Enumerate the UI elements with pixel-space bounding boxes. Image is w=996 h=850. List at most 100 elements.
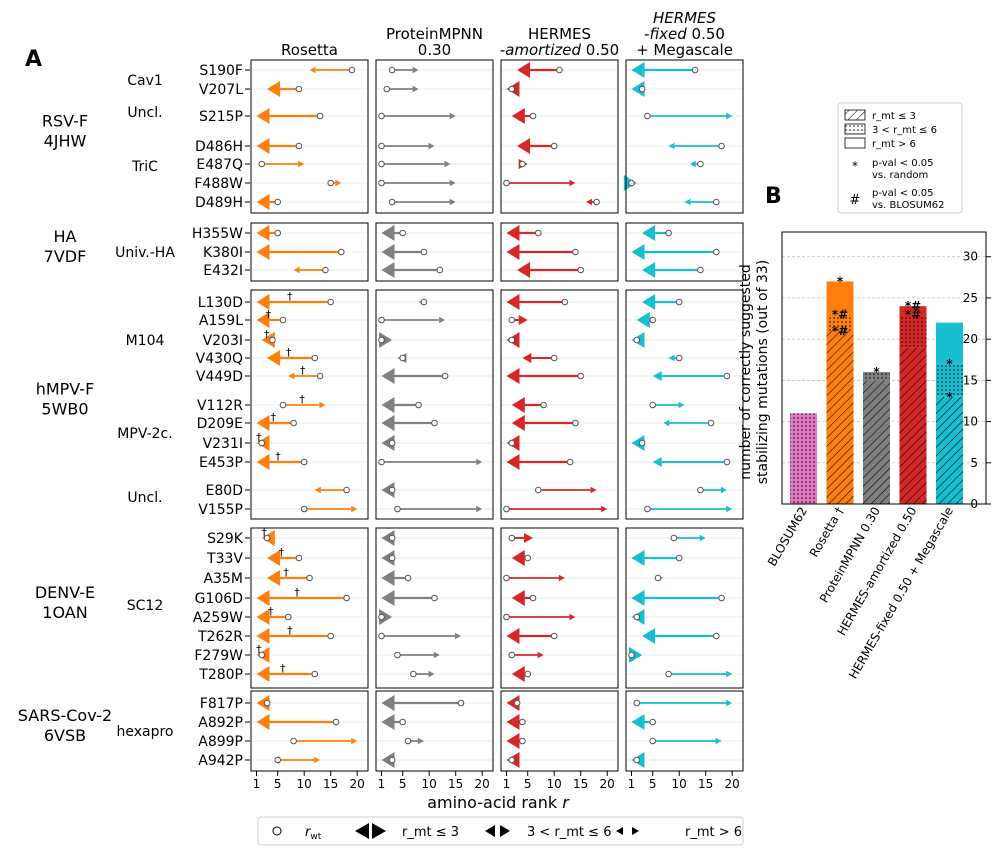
column-title: + Megascale	[636, 41, 733, 59]
wt-marker	[295, 554, 303, 562]
arrow-head	[642, 262, 656, 278]
arrow-head	[381, 244, 395, 260]
wt-marker	[665, 670, 672, 678]
arrow-head	[256, 194, 270, 210]
arrow-head	[412, 85, 419, 93]
bar-texture	[936, 363, 963, 397]
wt-marker	[290, 737, 297, 745]
significance-mark: *	[946, 357, 953, 371]
arrow-head	[428, 670, 435, 678]
legend-small-right	[632, 827, 639, 835]
wt-marker	[513, 699, 521, 707]
arrow-head	[699, 534, 706, 542]
arrow-head	[684, 198, 691, 206]
protein-label: 6VSB	[44, 726, 86, 745]
subgroup-label: Univ.-HA	[115, 245, 175, 261]
x-tick-label: 1	[503, 777, 511, 791]
wt-marker	[649, 316, 657, 324]
arrow-head	[590, 486, 597, 494]
legend-big-right	[372, 823, 386, 839]
arrow-head	[476, 458, 483, 466]
bar-texture	[826, 330, 854, 504]
panel-frame	[625, 289, 744, 520]
wt-marker	[378, 316, 385, 324]
wt-marker	[638, 439, 646, 447]
arrow-head	[586, 198, 592, 206]
wt-marker	[713, 248, 720, 256]
significance-mark: *#	[832, 307, 848, 321]
bar-category-label: Rosetta †	[807, 505, 847, 560]
wt-marker	[383, 85, 391, 93]
panel-frame	[375, 59, 494, 214]
arrow-head	[511, 590, 525, 606]
column-title: HERMES	[653, 9, 717, 27]
arrow-head	[636, 312, 650, 328]
arrow-head	[335, 179, 342, 187]
arrow-head	[506, 294, 520, 310]
wt-marker	[508, 316, 516, 324]
panel-frame	[500, 222, 619, 282]
wt-marker	[327, 298, 335, 306]
arrow-head	[412, 66, 419, 74]
panel-frame	[375, 527, 494, 689]
arrow-head	[517, 138, 531, 154]
arrow-head	[631, 81, 645, 97]
x-tick-label: 1	[253, 777, 261, 791]
legend-hatch-label: r_mt ≤ 3	[872, 111, 916, 122]
wt-marker	[311, 354, 319, 362]
panel-frame	[375, 289, 494, 520]
wt-marker	[529, 594, 537, 602]
wt-marker	[550, 354, 558, 362]
wt-marker	[503, 505, 510, 513]
arrow-head	[631, 435, 645, 451]
wt-marker	[649, 737, 657, 745]
wt-marker	[263, 699, 271, 707]
dagger-mark: †	[261, 526, 267, 539]
x-tick-label: 10	[672, 777, 687, 791]
wt-marker	[332, 718, 340, 726]
wt-marker	[279, 316, 287, 324]
mutation-label: S190F	[199, 63, 243, 79]
arrow-head	[381, 550, 395, 566]
wt-marker	[649, 718, 657, 726]
dagger-mark: †	[299, 393, 305, 406]
column-title: -fixed 0.50	[644, 25, 725, 43]
wt-marker	[697, 486, 704, 494]
subgroup-label: Uncl.	[127, 490, 162, 506]
wt-marker	[508, 651, 516, 659]
arrow-head	[506, 628, 520, 644]
bar-texture	[863, 380, 890, 504]
wt-marker	[322, 266, 329, 274]
legend-star-symbol: *	[852, 159, 858, 173]
arrow-head	[631, 244, 645, 260]
arrow-head	[689, 160, 696, 168]
arrow-head	[288, 372, 295, 380]
arrow-head	[381, 714, 395, 730]
wt-marker	[670, 534, 678, 542]
arrow-head	[314, 486, 321, 494]
x-tick-label: 10	[547, 777, 562, 791]
x-tick-label: 1	[378, 777, 386, 791]
mutation-label: T280P	[198, 667, 243, 683]
arrow-head	[506, 368, 520, 384]
mutation-label: T33V	[206, 551, 243, 567]
legend-big-label: r_mt ≤ 3	[402, 825, 459, 840]
arrow-head	[267, 350, 281, 366]
significance-mark: *#	[832, 324, 848, 338]
panel-frame	[375, 222, 494, 282]
legend-dots-label: 3 < r_mt ≤ 6	[872, 125, 937, 136]
panel-frame	[500, 59, 619, 214]
wt-marker	[399, 229, 407, 237]
protein-label: hMPV-F	[36, 380, 95, 399]
panel-frame	[250, 59, 369, 214]
arrow-head	[726, 505, 733, 513]
arrow-head	[309, 66, 316, 74]
subgroup-label: hexapro	[116, 724, 173, 740]
wt-marker	[535, 229, 542, 237]
arrow-head	[506, 714, 520, 730]
protein-label: HA	[54, 227, 77, 246]
arrow-head	[381, 397, 395, 413]
wt-marker	[316, 372, 324, 380]
mutation-label: V207L	[199, 82, 243, 98]
arrow-head	[256, 714, 270, 730]
